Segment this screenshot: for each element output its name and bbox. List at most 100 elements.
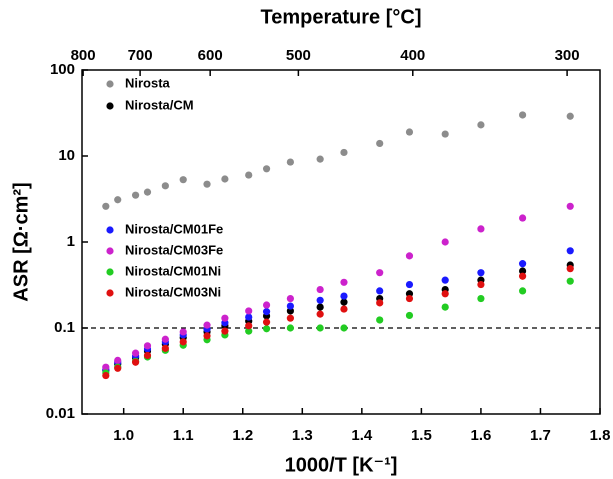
data-point	[131, 358, 140, 366]
data-point	[221, 314, 229, 322]
data-point	[143, 351, 152, 360]
data-point	[131, 349, 140, 357]
data-point	[518, 214, 527, 222]
data-point	[161, 344, 169, 352]
data-point	[203, 332, 211, 340]
data-point	[316, 310, 324, 318]
data-point	[245, 313, 253, 321]
x-tick-label: 1.7	[530, 427, 551, 444]
legend-label: Nirosta/CM01Fe	[125, 221, 223, 236]
data-point	[286, 294, 294, 303]
data-point	[114, 356, 122, 365]
data-point	[286, 158, 294, 166]
data-point	[131, 191, 140, 199]
data-point	[114, 364, 122, 372]
data-point	[477, 280, 485, 289]
data-point	[143, 342, 152, 350]
x-tick-label: 1.5	[411, 427, 432, 444]
data-point	[245, 171, 253, 179]
data-point	[405, 128, 414, 136]
y-tick-label: 100	[50, 61, 75, 78]
y-axis-title: ASR [Ω·cm²]	[10, 182, 32, 301]
data-point	[566, 202, 574, 210]
data-point	[340, 292, 348, 300]
data-point	[518, 111, 527, 119]
y-tick-label: 10	[58, 147, 75, 164]
data-point	[245, 322, 253, 330]
data-point	[245, 327, 253, 335]
data-point	[262, 318, 271, 326]
data-point	[203, 321, 211, 329]
data-point	[441, 290, 449, 298]
x2-tick-label: 700	[128, 47, 153, 64]
data-point	[477, 294, 485, 303]
x-axis-title: 1000/T [K⁻¹]	[285, 454, 398, 476]
x-tick-label: 1.4	[351, 427, 373, 444]
data-point	[221, 175, 229, 183]
data-point	[441, 130, 449, 138]
data-point	[340, 298, 348, 306]
data-point	[143, 188, 152, 196]
data-point	[221, 327, 229, 335]
legend-label: Nirosta/CM01Ni	[125, 263, 221, 278]
data-point	[340, 278, 348, 286]
legend-label: Nirosta/CM	[125, 97, 194, 112]
data-point	[316, 324, 324, 332]
data-point	[286, 324, 294, 332]
x-tick-label: 1.1	[173, 427, 194, 444]
y-tick-label: 1	[67, 233, 75, 250]
data-point	[179, 176, 187, 184]
data-point	[203, 180, 211, 188]
data-point	[316, 285, 324, 294]
legend-label: Nirosta/CM03Ni	[125, 284, 221, 299]
data-point	[161, 182, 169, 190]
data-point	[518, 267, 527, 275]
x2-tick-label: 800	[71, 47, 96, 64]
data-point	[518, 260, 527, 268]
data-point	[102, 202, 110, 210]
data-point	[316, 303, 324, 311]
data-point	[477, 121, 485, 129]
x2-tick-label: 500	[286, 47, 311, 64]
data-point	[376, 269, 384, 277]
data-point	[441, 276, 449, 284]
data-point	[340, 305, 348, 313]
data-point	[340, 324, 348, 332]
data-point	[262, 165, 271, 173]
data-point	[518, 287, 527, 295]
data-point	[161, 335, 169, 343]
data-point	[477, 225, 485, 233]
x2-axis-title: Temperature [°C]	[261, 6, 422, 28]
data-point	[405, 252, 414, 260]
data-point	[566, 112, 574, 120]
legend-marker	[106, 247, 114, 255]
data-point	[376, 287, 384, 295]
data-point	[518, 272, 527, 280]
x-tick-label: 1.0	[113, 427, 134, 444]
data-point	[245, 307, 253, 315]
data-point	[376, 316, 384, 324]
x2-tick-label: 300	[555, 47, 580, 64]
data-point	[316, 296, 324, 304]
data-point	[477, 269, 485, 277]
x-tick-label: 1.8	[590, 427, 611, 444]
legend-marker	[106, 80, 114, 88]
data-point	[262, 325, 271, 333]
legend-marker	[106, 289, 114, 297]
data-point	[102, 363, 110, 371]
legend-marker	[106, 102, 114, 110]
data-point	[376, 139, 384, 148]
data-point	[114, 196, 122, 204]
data-point	[441, 238, 449, 246]
data-point	[286, 302, 294, 310]
x-tick-label: 1.3	[292, 427, 313, 444]
data-point	[566, 265, 574, 273]
y-tick-label: 0.1	[54, 319, 75, 336]
data-point	[566, 277, 574, 285]
data-point	[262, 301, 271, 309]
data-point	[179, 328, 187, 336]
data-point	[441, 303, 449, 311]
data-point	[405, 280, 414, 289]
x-tick-label: 1.2	[232, 427, 253, 444]
